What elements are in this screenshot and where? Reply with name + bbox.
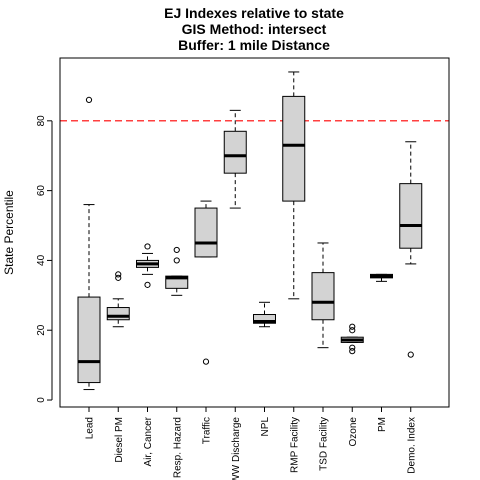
box-iqr [253, 314, 276, 324]
box-iqr [77, 296, 101, 384]
box-resp-hazard [165, 246, 189, 296]
chart-title-line-2: GIS Method: intersect [182, 21, 327, 37]
box-iqr [223, 130, 247, 174]
y-tick-label: 0 [36, 397, 47, 403]
box-iqr [194, 207, 218, 258]
x-tick-label: Lead [85, 417, 96, 439]
x-tick-label: Ozone [348, 417, 359, 447]
outlier-point [349, 327, 356, 334]
box-traffic [194, 200, 218, 365]
x-tick-label: Air, Cancer [143, 416, 154, 466]
y-tick-label: 60 [36, 185, 47, 197]
outlier-point [115, 271, 122, 278]
outlier-point [202, 358, 210, 365]
x-tick-label: Traffic [202, 417, 213, 444]
outlier-point [349, 344, 356, 351]
x-axis: Lead Diesel PM Air, Cancer Resp. Hazard Traf… [85, 406, 417, 480]
box-tsd-facility [311, 242, 335, 349]
outlier-point [115, 274, 122, 281]
box-rmp-facility [282, 71, 306, 300]
x-tick-label: PM [377, 417, 388, 432]
outlier-point [173, 257, 180, 264]
x-tick-label: Diesel PM [114, 417, 125, 463]
x-tick-label: NPL [260, 417, 271, 437]
outlier-point [349, 348, 356, 355]
outlier-point [144, 243, 151, 250]
box-iqr [399, 183, 423, 249]
box-ww-discharge [223, 109, 247, 209]
outlier-point [173, 246, 180, 254]
x-tick-label: WW Discharge [231, 417, 242, 480]
x-tick-label: RMP Facility [289, 417, 300, 473]
y-tick-label: 80 [36, 115, 47, 127]
box-lead [77, 96, 101, 391]
box-iqr [282, 95, 306, 202]
x-tick-label: TSD Facility [319, 417, 330, 471]
box-iqr [311, 272, 335, 321]
y-axis: 0 20 40 60 80 [36, 115, 53, 403]
x-tick-label: Resp. Hazard [172, 417, 183, 478]
box-diesel-pm [106, 271, 130, 328]
box-pm [370, 273, 393, 282]
outlier-point [144, 281, 151, 288]
y-tick-label: 20 [36, 324, 47, 336]
box-air-cancer [136, 243, 159, 288]
chart-title-line-1: EJ Indexes relative to state [164, 5, 344, 21]
box-ozone [340, 323, 364, 355]
outlier-point [85, 96, 93, 103]
chart-title-line-3: Buffer: 1 mile Distance [178, 37, 330, 53]
x-tick-label: Demo. Index [406, 417, 417, 474]
boxes-layer [77, 71, 423, 391]
outlier-point [349, 323, 356, 330]
y-tick-label: 40 [36, 254, 47, 266]
outlier-point [407, 351, 414, 358]
y-axis-label: State Percentile [2, 190, 16, 275]
box-demo-index [399, 141, 423, 358]
box-iqr [106, 307, 130, 321]
box-npl [253, 301, 276, 328]
